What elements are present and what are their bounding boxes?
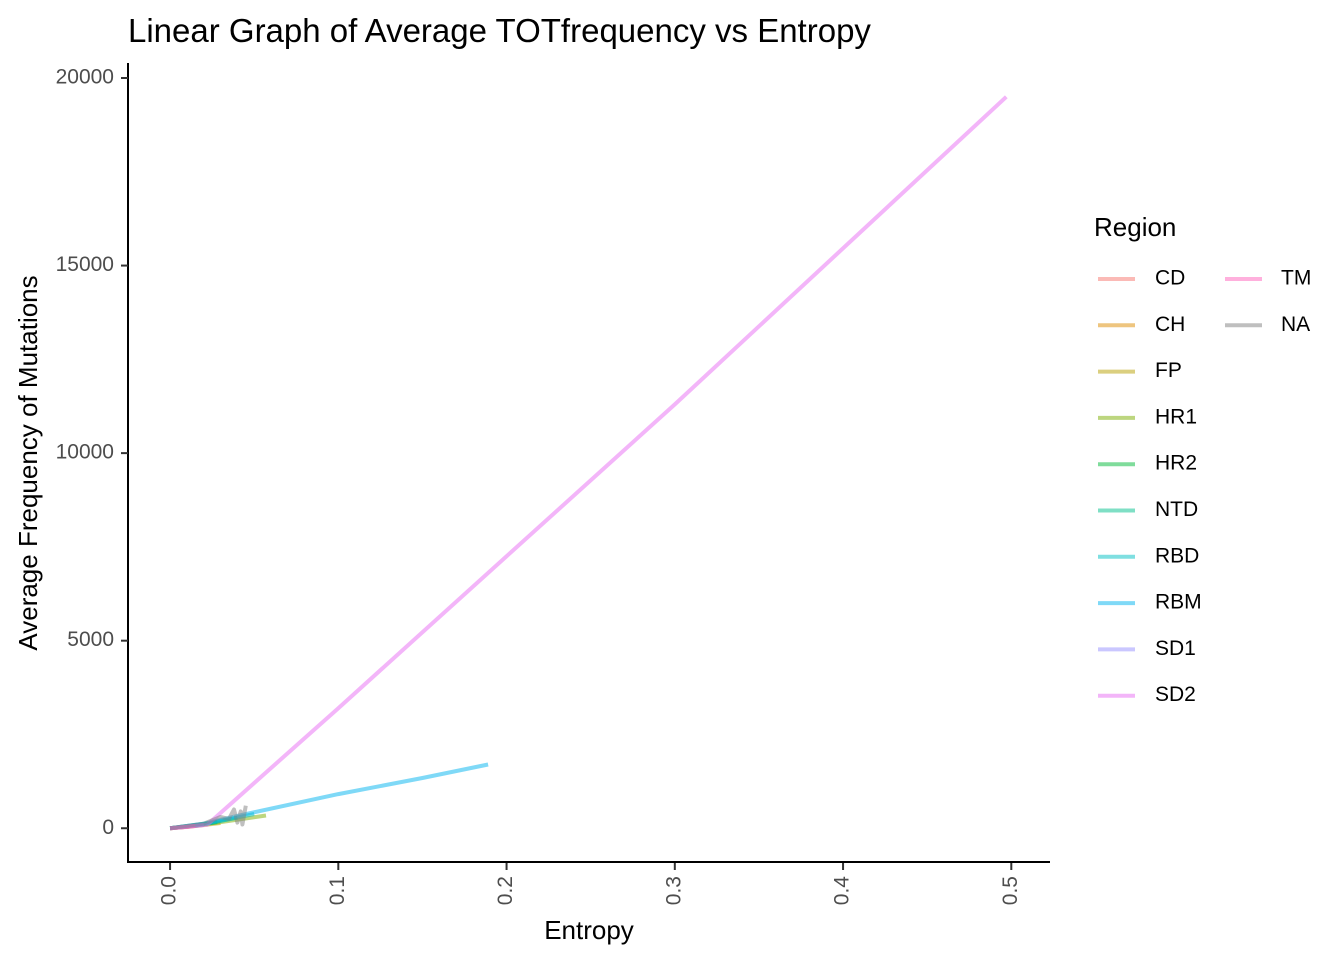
legend-item-hr2: HR2 [1098, 452, 1197, 475]
legend-label: NA [1281, 313, 1310, 336]
chart-title: Linear Graph of Average TOTfrequency vs … [128, 12, 871, 49]
legend-label: SD2 [1155, 683, 1196, 706]
legend-item-ntd: NTD [1098, 498, 1198, 521]
series-line-sd2 [169, 95, 1008, 831]
legend-item-sd1: SD1 [1098, 637, 1196, 660]
y-tick-label: 5000 [67, 628, 114, 651]
y-tick-label: 10000 [56, 441, 114, 464]
x-tick-label: 0.1 [326, 876, 349, 905]
y-tick-label: 0 [102, 816, 114, 839]
legend-label: RBD [1155, 544, 1199, 567]
x-tick-label: 0.0 [158, 876, 181, 905]
legend-label: HR1 [1155, 405, 1197, 428]
x-tick-label: 0.4 [831, 876, 854, 906]
x-tick-label: 0.3 [662, 876, 685, 905]
legend-item-rbd: RBD [1098, 544, 1199, 567]
x-tick-label: 0.2 [494, 876, 517, 905]
legend-item-cd: CD [1098, 267, 1185, 290]
legend-item-fp: FP [1098, 359, 1182, 382]
legend: CD CH FP HR1 HR2 NTD RBD RBM SD1 SD2 TM NA [1098, 267, 1311, 706]
legend-label: HR2 [1155, 452, 1197, 475]
legend-label: CD [1155, 267, 1185, 290]
y-tick-label: 20000 [56, 66, 114, 89]
x-axis-title: Entropy [544, 915, 634, 945]
legend-label: SD1 [1155, 637, 1196, 660]
legend-item-rbm: RBM [1098, 591, 1202, 614]
legend-title: Region [1094, 212, 1176, 242]
legend-item-sd2: SD2 [1098, 683, 1196, 706]
legend-label: FP [1155, 359, 1182, 382]
x-axis-ticks: 0.0 0.1 0.2 0.3 0.4 0.5 [158, 863, 1022, 905]
legend-label: TM [1281, 267, 1311, 290]
plot-area [169, 95, 1008, 831]
legend-item-na: NA [1225, 313, 1310, 336]
legend-label: RBM [1155, 591, 1202, 614]
legend-item-ch: CH [1098, 313, 1185, 336]
y-axis-title: Average Frequency of Mutations [13, 275, 43, 650]
x-tick-label: 0.5 [999, 876, 1022, 905]
legend-item-tm: TM [1225, 267, 1311, 290]
legend-label: CH [1155, 313, 1185, 336]
y-tick-label: 15000 [56, 253, 114, 276]
legend-label: NTD [1155, 498, 1198, 521]
legend-item-hr1: HR1 [1098, 405, 1197, 428]
series-line-na [169, 805, 248, 831]
y-axis-ticks: 0 5000 10000 15000 20000 [56, 66, 128, 839]
